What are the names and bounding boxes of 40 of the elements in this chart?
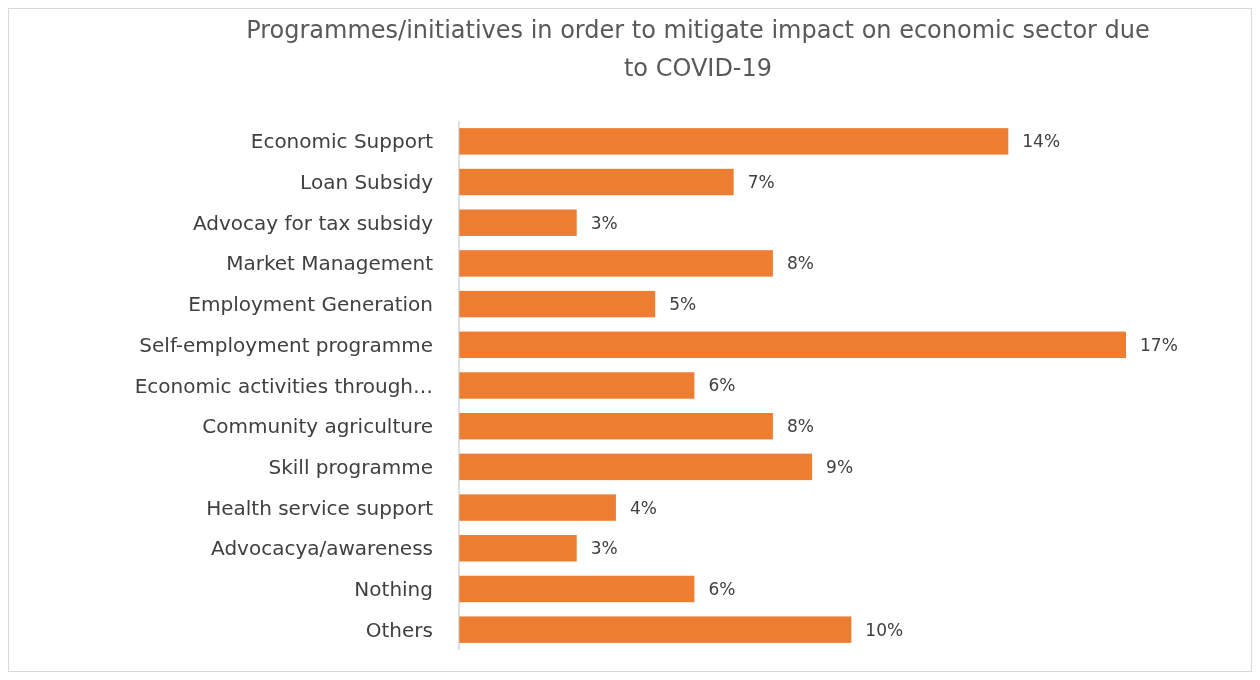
bar bbox=[459, 128, 1009, 155]
data-label: 17% bbox=[1140, 334, 1178, 355]
data-label: 6% bbox=[708, 578, 736, 599]
bar bbox=[459, 616, 852, 643]
data-label: 5% bbox=[669, 294, 697, 315]
chart-title: Programmes/initiatives in order to mitigate impact on economic sector due to COVID-19 bbox=[246, 16, 1150, 82]
y-tick-label: Nothing bbox=[354, 576, 433, 601]
bar bbox=[459, 494, 616, 521]
data-label: 4% bbox=[629, 497, 657, 518]
y-tick-label: Others bbox=[365, 617, 433, 642]
y-tick-label: Advocacya/awareness bbox=[211, 536, 433, 561]
bar bbox=[459, 331, 1126, 359]
data-label: 8% bbox=[786, 253, 814, 274]
y-tick-label: Community agriculture bbox=[202, 414, 433, 439]
bar bbox=[459, 535, 577, 562]
y-tick-label: Self-employment programme bbox=[139, 332, 433, 357]
data-label: 6% bbox=[708, 375, 736, 396]
bar bbox=[459, 372, 695, 399]
data-label: 7% bbox=[747, 171, 775, 192]
y-tick-label: Skill programme bbox=[268, 454, 433, 479]
bar bbox=[459, 209, 577, 236]
data-label: 9% bbox=[826, 456, 854, 477]
bar bbox=[459, 453, 813, 481]
bar bbox=[459, 412, 773, 440]
y-tick-label: Economic activities through… bbox=[134, 373, 433, 398]
data-label: 3% bbox=[590, 538, 618, 559]
y-tick-label: Loan Subsidy bbox=[300, 170, 434, 195]
data-label: 14% bbox=[1022, 131, 1061, 152]
data-label: 3% bbox=[590, 212, 618, 233]
y-tick-label: Health service support bbox=[206, 495, 434, 520]
y-tick-label: Employment Generation bbox=[188, 292, 433, 317]
bar bbox=[459, 250, 773, 277]
bar bbox=[459, 575, 695, 603]
bar bbox=[459, 290, 656, 318]
y-tick-label: Market Management bbox=[226, 251, 434, 276]
y-tick-label: Advocay for tax subsidy bbox=[193, 210, 434, 235]
bar bbox=[459, 168, 734, 196]
y-tick-label: Economic Support bbox=[250, 129, 434, 154]
data-label: 8% bbox=[786, 416, 814, 437]
data-label: 10% bbox=[865, 619, 904, 640]
